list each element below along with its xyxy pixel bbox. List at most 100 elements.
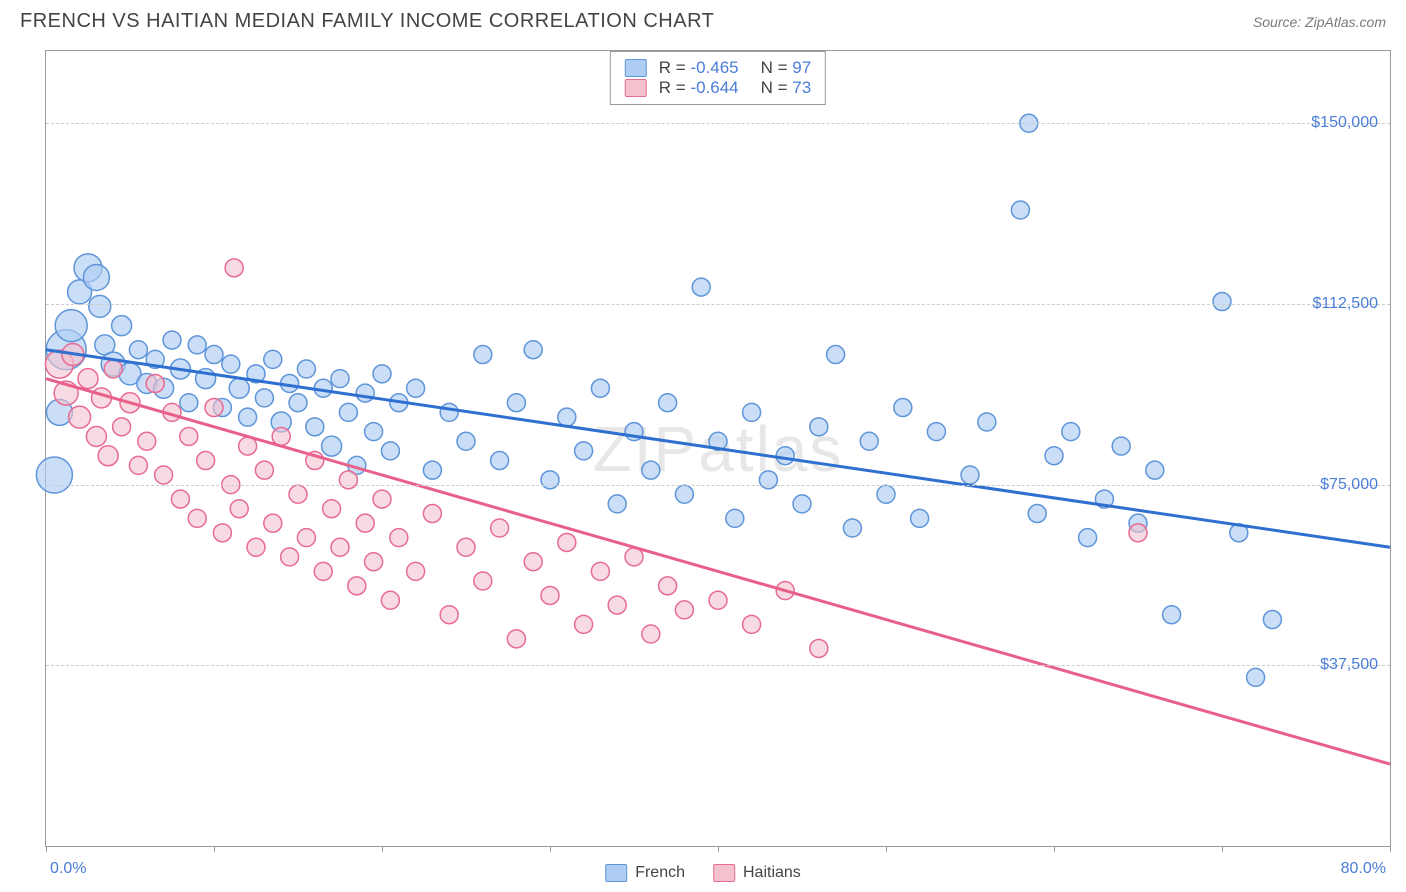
scatter-point — [474, 346, 492, 364]
scatter-point — [591, 379, 609, 397]
header: FRENCH VS HAITIAN MEDIAN FAMILY INCOME C… — [0, 0, 1406, 33]
legend-label: French — [635, 864, 685, 882]
scatter-point — [69, 406, 91, 428]
scatter-point — [322, 436, 342, 456]
stats-legend-box: R = -0.465 N = 97 R = -0.644 N = 73 — [610, 51, 826, 105]
scatter-point — [978, 413, 996, 431]
gridline — [46, 665, 1390, 666]
scatter-point — [255, 389, 273, 407]
scatter-point — [197, 452, 215, 470]
scatter-point — [264, 514, 282, 532]
scatter-point — [608, 495, 626, 513]
legend-item: Haitians — [713, 864, 801, 882]
scatter-point — [390, 529, 408, 547]
x-tick — [1222, 846, 1223, 852]
scatter-point — [860, 432, 878, 450]
scatter-point — [575, 442, 593, 460]
scatter-point — [1146, 461, 1164, 479]
scatter-point — [1263, 611, 1281, 629]
scatter-point — [180, 427, 198, 445]
scatter-point — [457, 432, 475, 450]
legend-swatch — [625, 59, 647, 77]
stat-row: R = -0.644 N = 73 — [625, 78, 811, 98]
scatter-point — [373, 490, 391, 508]
scatter-point — [86, 426, 106, 446]
scatter-point — [1163, 606, 1181, 624]
scatter-point — [608, 596, 626, 614]
scatter-point — [407, 379, 425, 397]
scatter-point — [225, 259, 243, 277]
scatter-point — [297, 529, 315, 547]
scatter-point — [98, 446, 118, 466]
legend-swatch — [625, 79, 647, 97]
scatter-point — [810, 639, 828, 657]
scatter-point — [827, 346, 845, 364]
scatter-point — [113, 418, 131, 436]
x-tick — [1390, 846, 1391, 852]
x-tick — [718, 846, 719, 852]
scatter-point — [558, 408, 576, 426]
stat-n-label: N = 97 — [761, 58, 812, 78]
scatter-point — [188, 509, 206, 527]
scatter-point — [297, 360, 315, 378]
scatter-point — [314, 562, 332, 580]
scatter-point — [339, 471, 357, 489]
gridline — [46, 485, 1390, 486]
scatter-point — [1213, 293, 1231, 311]
scatter-point — [323, 500, 341, 518]
x-axis-end-label: 80.0% — [1341, 860, 1386, 878]
scatter-point — [507, 394, 525, 412]
scatter-point — [339, 403, 357, 421]
legend-label: Haitians — [743, 864, 801, 882]
scatter-point — [356, 384, 374, 402]
scatter-point — [558, 533, 576, 551]
x-tick — [382, 846, 383, 852]
stat-r-label: R = -0.644 — [659, 78, 739, 98]
scatter-point — [524, 341, 542, 359]
scatter-point — [659, 394, 677, 412]
scatter-point — [776, 447, 794, 465]
scatter-point — [810, 418, 828, 436]
scatter-point — [541, 586, 559, 604]
scatter-point — [877, 485, 895, 503]
x-axis-start-label: 0.0% — [50, 860, 86, 878]
legend-swatch — [605, 864, 627, 882]
scatter-point — [642, 461, 660, 479]
stat-n-label: N = 73 — [761, 78, 812, 98]
stat-r-label: R = -0.465 — [659, 58, 739, 78]
scatter-point — [1247, 668, 1265, 686]
chart-area: ZIPatlas R = -0.465N = 97R = -0.644N = 7… — [45, 50, 1391, 847]
scatter-point — [281, 548, 299, 566]
x-tick — [550, 846, 551, 852]
scatter-point — [247, 538, 265, 556]
scatter-point — [1079, 529, 1097, 547]
scatter-point — [289, 394, 307, 412]
scatter-point — [230, 500, 248, 518]
scatter-point — [381, 591, 399, 609]
scatter-point — [743, 403, 761, 421]
scatter-point — [83, 264, 109, 290]
scatter-point — [759, 471, 777, 489]
scatter-point — [89, 295, 111, 317]
scatter-point — [205, 399, 223, 417]
gridline — [46, 123, 1390, 124]
scatter-point — [78, 369, 98, 389]
y-tick-label: $112,500 — [1312, 295, 1378, 313]
stat-row: R = -0.465 N = 97 — [625, 58, 811, 78]
scatter-point — [36, 457, 72, 493]
scatter-point — [138, 432, 156, 450]
scatter-point — [743, 615, 761, 633]
scatter-point — [129, 456, 147, 474]
scatter-point — [675, 601, 693, 619]
scatter-point — [129, 341, 147, 359]
x-tick — [46, 846, 47, 852]
scatter-point — [474, 572, 492, 590]
scatter-point — [356, 514, 374, 532]
scatter-point — [306, 418, 324, 436]
x-tick — [886, 846, 887, 852]
scatter-point — [491, 452, 509, 470]
scatter-point — [843, 519, 861, 537]
gridline — [46, 304, 1390, 305]
scatter-point — [365, 423, 383, 441]
y-tick-label: $75,000 — [1320, 476, 1378, 494]
